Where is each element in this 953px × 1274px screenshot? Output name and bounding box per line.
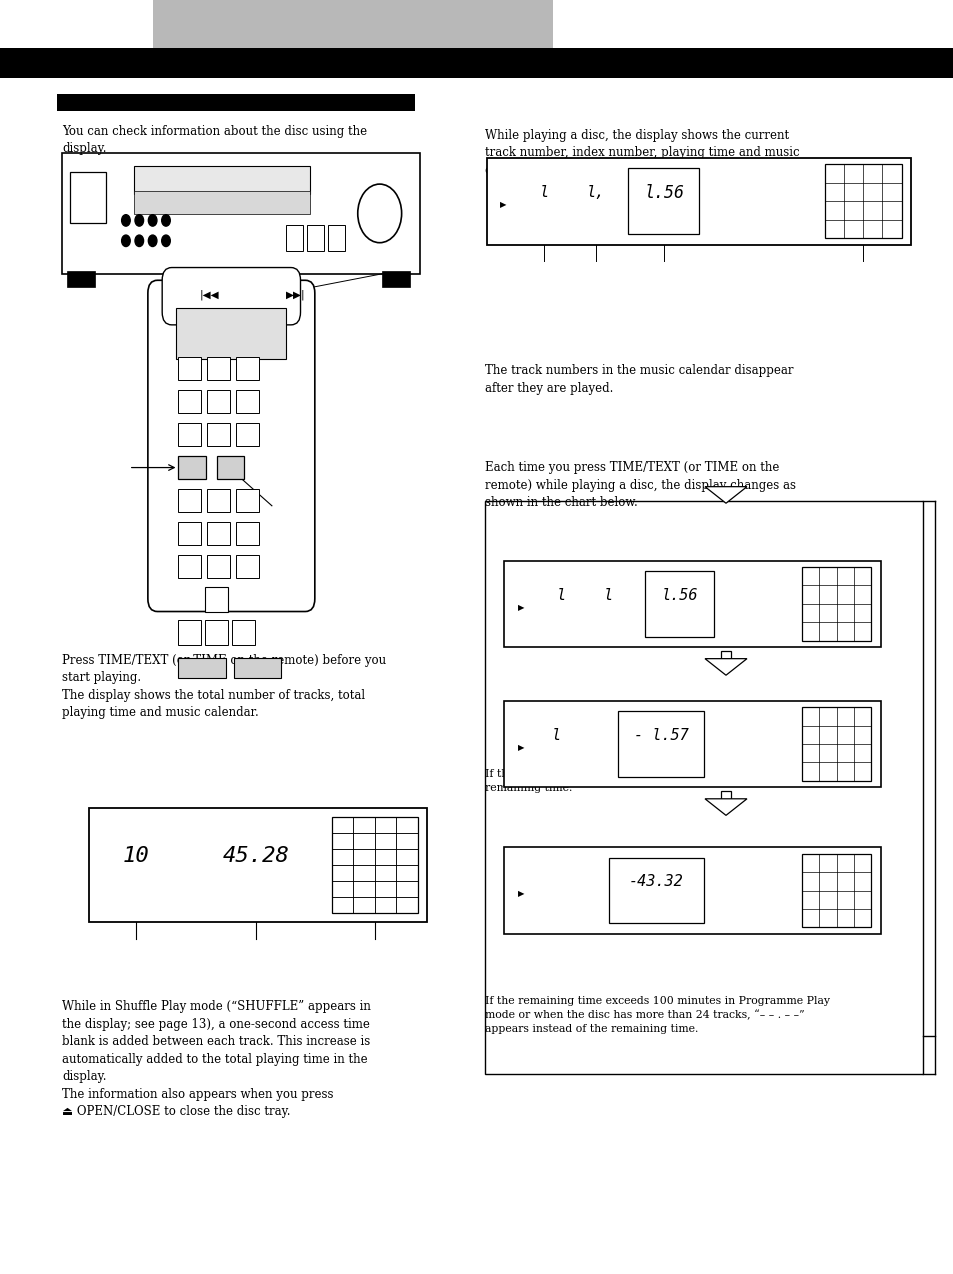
Bar <box>332 833 417 848</box>
Text: |◀◀: |◀◀ <box>200 289 219 299</box>
Bar <box>618 711 703 777</box>
Polygon shape <box>704 659 746 675</box>
Text: While playing a disc, the display shows the current
track number, index number, : While playing a disc, the display shows … <box>484 129 799 177</box>
Text: l: l <box>603 587 613 603</box>
Bar <box>235 390 258 413</box>
Bar <box>328 225 345 251</box>
Text: If the track number exceeds 24, “– – . – –” appears instead of the
remaining tim: If the track number exceeds 24, “– – . –… <box>484 768 840 792</box>
Bar <box>205 587 228 612</box>
Text: If the remaining time exceeds 100 minutes in Programme Play
mode or when the dis: If the remaining time exceeds 100 minute… <box>484 996 829 1034</box>
Text: You can check information about the disc using the
display.: You can check information about the disc… <box>62 125 367 155</box>
Bar <box>235 423 258 446</box>
Text: l.56: l.56 <box>643 183 683 201</box>
Bar <box>178 456 206 479</box>
Bar <box>627 168 699 234</box>
Circle shape <box>149 214 156 227</box>
FancyBboxPatch shape <box>162 268 300 325</box>
Bar <box>503 847 880 934</box>
Text: ▶: ▶ <box>517 743 523 752</box>
Text: ▶: ▶ <box>500 200 506 209</box>
Text: The track numbers in the music calendar disappear
after they are played.: The track numbers in the music calendar … <box>484 364 792 395</box>
Bar <box>178 390 201 413</box>
Text: ▶: ▶ <box>517 603 523 612</box>
Bar <box>608 857 703 924</box>
Bar <box>720 651 730 660</box>
Bar <box>233 657 281 678</box>
Bar <box>235 357 258 380</box>
Bar <box>801 854 870 927</box>
Bar <box>232 620 254 645</box>
Bar <box>57 94 415 111</box>
Text: l.56: l.56 <box>661 587 698 603</box>
Circle shape <box>135 214 143 227</box>
Bar <box>178 357 201 380</box>
Bar <box>484 501 923 1074</box>
Text: l: l <box>556 587 565 603</box>
Circle shape <box>122 214 130 227</box>
Text: While in Shuffle Play mode (“SHUFFLE” appears in
the display; see page 13), a on: While in Shuffle Play mode (“SHUFFLE” ap… <box>62 1000 371 1119</box>
Polygon shape <box>704 799 746 815</box>
Bar <box>503 561 880 647</box>
Bar <box>332 817 417 913</box>
Bar <box>644 571 713 637</box>
Circle shape <box>162 214 171 227</box>
Text: l,: l, <box>586 185 605 200</box>
Bar <box>235 522 258 545</box>
Bar <box>178 555 201 578</box>
Bar <box>381 271 410 287</box>
Circle shape <box>135 234 143 247</box>
Text: Each time you press TIME/TEXT (or TIME on the
remote) while playing a disc, the : Each time you press TIME/TEXT (or TIME o… <box>484 461 795 510</box>
Text: l: l <box>551 727 560 743</box>
FancyBboxPatch shape <box>148 280 314 612</box>
Bar <box>307 225 324 251</box>
Bar <box>62 153 419 274</box>
Circle shape <box>122 234 130 247</box>
Bar <box>178 522 201 545</box>
Bar <box>286 225 303 251</box>
Bar <box>133 191 310 214</box>
Text: l: l <box>538 185 548 200</box>
Circle shape <box>162 234 171 247</box>
Bar <box>70 172 106 223</box>
Bar <box>178 657 226 678</box>
Bar <box>67 271 95 287</box>
Bar <box>486 158 910 245</box>
Bar <box>801 567 870 641</box>
Bar <box>720 791 730 800</box>
Bar <box>801 707 870 781</box>
Polygon shape <box>704 487 746 503</box>
Bar <box>178 620 201 645</box>
Bar <box>207 423 230 446</box>
Bar <box>133 166 310 194</box>
Text: -43.32: -43.32 <box>628 874 683 889</box>
Bar <box>503 701 880 787</box>
Bar <box>824 164 901 238</box>
Bar <box>207 390 230 413</box>
Text: - l.57: - l.57 <box>633 727 688 743</box>
Bar <box>178 423 201 446</box>
Bar <box>235 489 258 512</box>
Bar <box>332 817 417 833</box>
Bar <box>152 0 553 48</box>
Bar <box>207 555 230 578</box>
Bar <box>178 489 201 512</box>
Bar <box>89 808 427 922</box>
Bar <box>0 48 953 78</box>
Bar <box>207 522 230 545</box>
Bar <box>332 848 417 865</box>
Bar <box>207 357 230 380</box>
Text: ▶▶|: ▶▶| <box>286 289 305 299</box>
Text: 10: 10 <box>123 846 150 866</box>
Circle shape <box>149 234 156 247</box>
Bar <box>176 308 286 359</box>
Circle shape <box>357 185 401 242</box>
Bar <box>235 555 258 578</box>
Bar <box>207 489 230 512</box>
Bar <box>216 456 244 479</box>
Text: ▶: ▶ <box>517 889 523 898</box>
Bar <box>205 620 228 645</box>
Text: 45.28: 45.28 <box>222 846 289 866</box>
Text: Press TIME/TEXT (or TIME on the remote) before you
start playing.
The display sh: Press TIME/TEXT (or TIME on the remote) … <box>62 654 386 719</box>
